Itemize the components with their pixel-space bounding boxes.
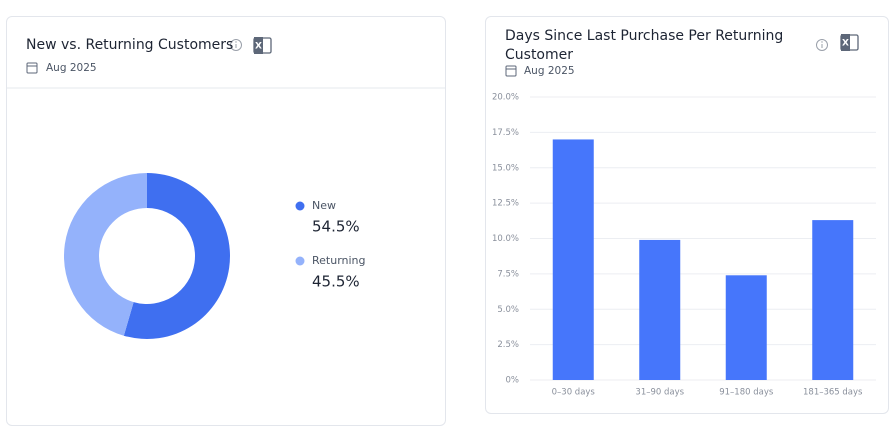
dashboard: X Aug 2025 X Aug 2025 New 54.5% Returning 4…	[7, 34, 876, 398]
y-tick-label: 15.0%	[492, 163, 519, 173]
y-tick-label: 10.0%	[492, 234, 519, 244]
y-tick-label: 0%	[506, 376, 520, 386]
y-tick-label: 7.5%	[497, 269, 519, 279]
excel-icon[interactable]: X	[840, 34, 859, 51]
svg-text:X: X	[842, 39, 849, 49]
info-icon[interactable]	[230, 39, 242, 51]
legend-swatch	[295, 201, 305, 211]
svg-text:X: X	[255, 42, 262, 52]
y-tick-label: 17.5%	[492, 128, 519, 138]
bar	[639, 239, 681, 380]
legend-value: 54.5%	[312, 218, 360, 236]
bar	[725, 275, 767, 380]
legend-value: 45.5%	[312, 273, 360, 291]
calendar-icon	[26, 62, 38, 74]
x-tick-label: 91–180 days	[719, 388, 774, 398]
donut-slice	[123, 173, 230, 339]
y-tick-label: 5.0%	[497, 305, 519, 315]
x-tick-label: 0–30 days	[552, 388, 596, 398]
info-icon[interactable]	[816, 39, 828, 51]
legend-swatch	[295, 256, 305, 266]
chart-title: Days Since Last Purchase Per Returning C…	[505, 28, 784, 63]
calendar-icon	[505, 65, 517, 77]
x-tick-label: 31–90 days	[635, 388, 684, 398]
bar	[812, 220, 854, 380]
legend-label: New	[312, 199, 336, 212]
y-tick-label: 20.0%	[492, 93, 519, 103]
subtitle: Aug 2025	[46, 62, 97, 74]
bar	[552, 139, 594, 380]
subtitle: Aug 2025	[524, 65, 575, 77]
y-tick-label: 2.5%	[497, 340, 519, 350]
page: X Aug 2025 X Aug 2025 New 54.5% Returning 4…	[6, 16, 889, 426]
donut-slice	[63, 173, 147, 336]
chart-title: New vs. Returning Customers	[26, 37, 234, 53]
legend-label: Returning	[312, 254, 366, 267]
x-tick-label: 181–365 days	[803, 388, 863, 398]
y-tick-label: 12.5%	[492, 199, 519, 209]
excel-icon[interactable]: X	[253, 37, 272, 54]
